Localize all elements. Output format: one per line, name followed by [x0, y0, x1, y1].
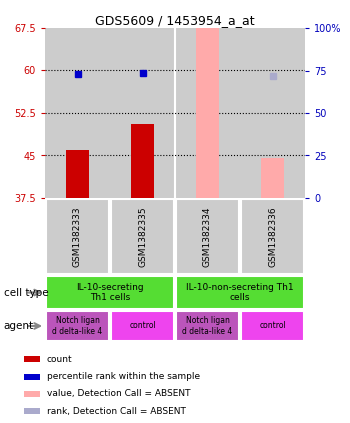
- Text: control: control: [259, 321, 286, 330]
- Text: IL-10-secreting
Th1 cells: IL-10-secreting Th1 cells: [76, 283, 144, 302]
- FancyBboxPatch shape: [241, 199, 304, 274]
- Title: GDS5609 / 1453954_a_at: GDS5609 / 1453954_a_at: [95, 14, 255, 27]
- Bar: [24, 408, 40, 414]
- FancyBboxPatch shape: [111, 199, 174, 274]
- Text: count: count: [47, 355, 72, 364]
- FancyBboxPatch shape: [176, 311, 239, 341]
- Text: rank, Detection Call = ABSENT: rank, Detection Call = ABSENT: [47, 407, 186, 415]
- Text: GSM1382333: GSM1382333: [73, 206, 82, 267]
- Text: IL-10-non-secreting Th1
cells: IL-10-non-secreting Th1 cells: [186, 283, 294, 302]
- Text: percentile rank within the sample: percentile rank within the sample: [47, 372, 200, 381]
- Text: GSM1382335: GSM1382335: [138, 206, 147, 267]
- Text: GSM1382334: GSM1382334: [203, 206, 212, 267]
- Text: Notch ligan
d delta-like 4: Notch ligan d delta-like 4: [182, 316, 233, 336]
- Bar: [261, 158, 284, 198]
- FancyBboxPatch shape: [176, 199, 239, 274]
- Bar: [66, 150, 89, 198]
- Bar: [131, 124, 154, 198]
- Text: value, Detection Call = ABSENT: value, Detection Call = ABSENT: [47, 389, 190, 398]
- FancyBboxPatch shape: [111, 311, 174, 341]
- Text: agent: agent: [4, 321, 34, 331]
- Bar: [24, 374, 40, 379]
- Text: control: control: [129, 321, 156, 330]
- Bar: [196, 25, 219, 198]
- FancyBboxPatch shape: [46, 311, 109, 341]
- Bar: [24, 391, 40, 397]
- FancyBboxPatch shape: [176, 276, 304, 309]
- Text: GSM1382336: GSM1382336: [268, 206, 277, 267]
- FancyBboxPatch shape: [46, 276, 174, 309]
- FancyBboxPatch shape: [46, 199, 109, 274]
- Text: cell type: cell type: [4, 288, 48, 297]
- FancyBboxPatch shape: [241, 311, 304, 341]
- Text: Notch ligan
d delta-like 4: Notch ligan d delta-like 4: [52, 316, 103, 336]
- Bar: [24, 356, 40, 362]
